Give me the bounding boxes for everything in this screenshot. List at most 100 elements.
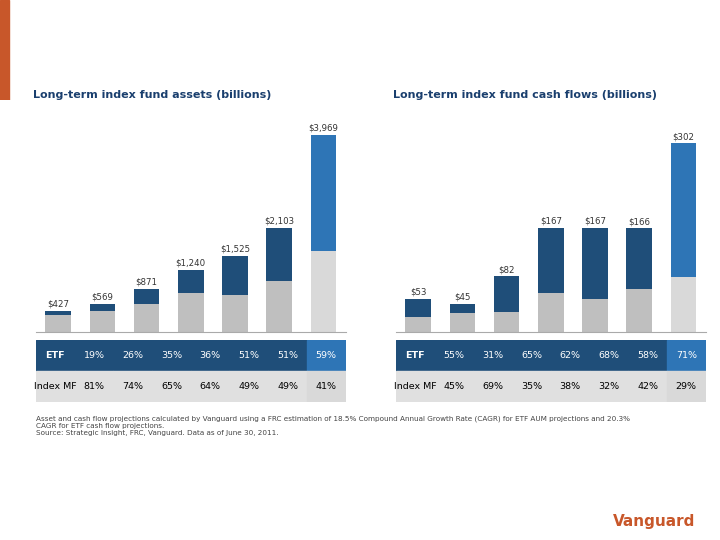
Text: $569: $569 <box>91 292 113 301</box>
Bar <box>75 372 113 402</box>
Bar <box>538 293 564 332</box>
Text: 49%: 49% <box>238 382 259 392</box>
Bar <box>0 0 9 100</box>
Bar <box>36 372 75 402</box>
Text: ETF: ETF <box>45 351 66 360</box>
Text: 26%: 26% <box>122 351 143 360</box>
Text: $2,103: $2,103 <box>264 216 294 225</box>
Text: 51%: 51% <box>277 351 298 360</box>
Bar <box>89 304 115 311</box>
Bar <box>628 372 667 402</box>
Text: Index MF: Index MF <box>394 382 436 392</box>
Text: $45: $45 <box>454 293 471 302</box>
Text: Asset and cash flow projections calculated by Vanguard using a FRC estimation of: Asset and cash flow projections calculat… <box>36 416 630 436</box>
Bar <box>670 277 696 332</box>
Text: $167: $167 <box>540 217 562 226</box>
Bar <box>435 340 474 372</box>
Bar <box>449 313 475 332</box>
Bar <box>310 135 336 251</box>
Bar <box>114 340 152 372</box>
Bar <box>222 295 248 332</box>
Bar <box>512 372 551 402</box>
Bar <box>670 144 696 277</box>
Text: 59%: 59% <box>316 351 337 360</box>
Text: 69%: 69% <box>482 382 503 392</box>
Text: Long-term index fund assets (billions): Long-term index fund assets (billions) <box>33 90 271 100</box>
Text: 81%: 81% <box>84 382 104 392</box>
Text: 74%: 74% <box>122 382 143 392</box>
Text: $1,240: $1,240 <box>176 259 206 268</box>
Bar <box>551 372 590 402</box>
Text: 38%: 38% <box>559 382 581 392</box>
Text: 41%: 41% <box>316 382 337 392</box>
Bar <box>178 293 204 332</box>
Bar <box>396 340 435 372</box>
Bar <box>435 372 474 402</box>
Bar <box>667 340 706 372</box>
Text: Index MF: Index MF <box>34 382 76 392</box>
Text: 68%: 68% <box>598 351 619 360</box>
Bar <box>590 372 628 402</box>
Bar <box>626 289 652 332</box>
Text: ETF: ETF <box>405 351 426 360</box>
Text: of index funds: of index funds <box>18 68 187 88</box>
Text: 49%: 49% <box>277 382 298 392</box>
Text: $427: $427 <box>47 299 69 308</box>
Bar <box>89 311 115 332</box>
Text: 35%: 35% <box>521 382 542 392</box>
Text: 32%: 32% <box>598 382 619 392</box>
Bar <box>45 315 71 332</box>
Text: ETF assets and cash flow as a percentage: ETF assets and cash flow as a percentage <box>18 28 509 48</box>
Bar <box>152 340 191 372</box>
Bar <box>310 251 336 332</box>
Text: Vanguard: Vanguard <box>613 514 695 529</box>
Bar <box>222 256 248 295</box>
Bar <box>582 299 608 332</box>
Bar <box>230 340 268 372</box>
Text: 19%: 19% <box>84 351 104 360</box>
Text: $1,525: $1,525 <box>220 245 250 254</box>
Bar <box>494 312 519 332</box>
Bar <box>191 340 230 372</box>
Bar <box>667 372 706 402</box>
Text: $302: $302 <box>672 132 695 141</box>
Bar <box>230 372 268 402</box>
Bar <box>266 281 292 332</box>
Text: 42%: 42% <box>637 382 658 392</box>
Text: 45%: 45% <box>444 382 464 392</box>
Text: $53: $53 <box>410 288 426 297</box>
Bar <box>178 271 204 293</box>
Bar <box>626 228 652 289</box>
Bar <box>405 299 431 317</box>
Bar <box>134 304 159 332</box>
Bar <box>512 340 551 372</box>
Text: 71%: 71% <box>676 351 697 360</box>
Text: 55%: 55% <box>444 351 464 360</box>
Bar <box>134 289 159 304</box>
Bar <box>191 372 230 402</box>
Bar <box>266 227 292 281</box>
Bar <box>396 372 435 402</box>
Bar <box>45 311 71 315</box>
Text: 35%: 35% <box>161 351 182 360</box>
Bar <box>538 228 564 293</box>
Text: 29%: 29% <box>676 382 697 392</box>
Text: 65%: 65% <box>521 351 542 360</box>
Bar <box>551 340 590 372</box>
Bar <box>590 340 628 372</box>
Bar <box>114 372 152 402</box>
Text: $167: $167 <box>584 217 606 226</box>
Text: 7: 7 <box>11 525 19 535</box>
Bar <box>494 276 519 312</box>
Text: 65%: 65% <box>161 382 182 392</box>
Bar <box>474 340 512 372</box>
Text: Long-term index fund cash flows (billions): Long-term index fund cash flows (billion… <box>393 90 657 100</box>
Text: 31%: 31% <box>482 351 503 360</box>
Text: $82: $82 <box>498 265 515 274</box>
Bar <box>75 340 113 372</box>
Text: 51%: 51% <box>238 351 259 360</box>
Bar <box>268 372 307 402</box>
Bar <box>307 340 346 372</box>
Bar <box>307 372 346 402</box>
Text: 58%: 58% <box>637 351 658 360</box>
